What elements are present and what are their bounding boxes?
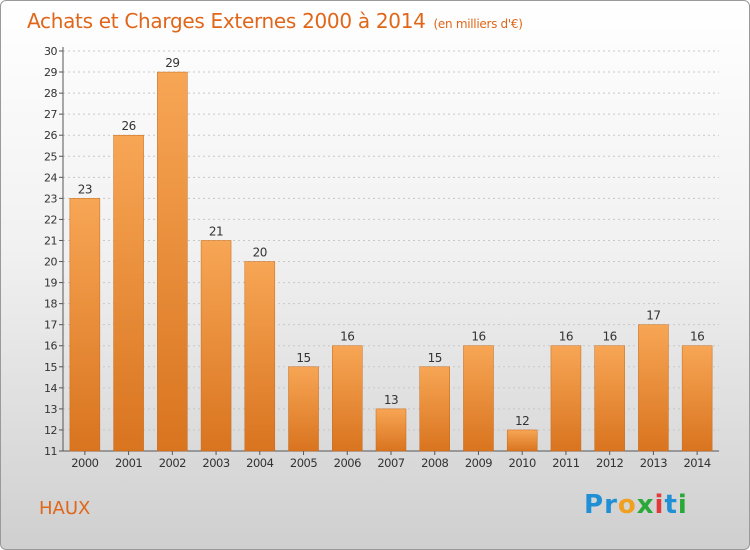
data-label-2014: 16	[690, 330, 704, 344]
data-label-2007: 13	[384, 393, 398, 407]
bar-2013	[638, 324, 669, 452]
chart-title: Achats et Charges Externes 2000 à 2014 (e…	[27, 9, 523, 33]
commune-name: HAUX	[39, 498, 91, 519]
data-label-2010: 12	[515, 414, 529, 428]
logo-letter: r	[604, 490, 618, 520]
y-tick-label: 24	[44, 171, 57, 184]
y-tick-label: 11	[44, 445, 57, 458]
y-tick-label: 21	[44, 234, 57, 247]
x-tick-labels: 2000 2001 2002 2003 2004 2005 2006 2007 2008 2009…	[71, 456, 711, 470]
x-tick-label: 2004	[246, 456, 273, 470]
chart-title-text: Achats et Charges Externes 2000 à 2014	[27, 9, 426, 33]
x-tick-label: 2006	[334, 456, 361, 470]
bar-2012	[594, 345, 625, 452]
data-label-2009: 16	[471, 330, 485, 344]
y-tick-label: 14	[44, 382, 57, 395]
logo-letter: t	[664, 490, 678, 520]
bar-2001	[113, 134, 144, 452]
y-tick-label: 29	[44, 66, 57, 79]
logo-letter: i	[654, 490, 665, 520]
data-labels: 23 26 29 21 20 15 16 13 15 16 12 16 16 17 16	[78, 56, 705, 428]
y-tick-label: 19	[44, 277, 57, 290]
y-tick-label: 20	[44, 256, 57, 269]
y-tick-label: 18	[44, 298, 57, 311]
data-label-2006: 16	[340, 330, 354, 344]
bar-2009	[463, 345, 494, 452]
x-tick-label: 2010	[509, 456, 536, 470]
x-tick-label: 2013	[640, 456, 667, 470]
data-label-2008: 15	[428, 351, 442, 365]
bar-2000	[69, 198, 101, 452]
bar-2006	[332, 345, 363, 452]
chart-title-unit: (en milliers d'€)	[433, 17, 523, 31]
logo-letter: P	[584, 490, 605, 520]
bar-2004	[244, 261, 276, 452]
y-tick-label: 26	[44, 129, 57, 142]
data-label-2012: 16	[603, 330, 617, 344]
y-tick-labels: 11 12 13 14 15 16 17 18 19 20 21 22 23 24 25 26 27 28 29 30	[44, 45, 58, 458]
bar-2002	[157, 71, 188, 452]
bar-2011	[550, 345, 582, 452]
y-tick-label: 15	[44, 361, 57, 374]
data-label-2000: 23	[78, 182, 92, 196]
data-label-2001: 26	[121, 119, 135, 133]
bars	[69, 71, 713, 452]
x-tick-label: 2003	[202, 456, 229, 470]
y-tick-label: 25	[44, 150, 57, 163]
proxiti-logo[interactable]: Proxiti	[584, 490, 688, 520]
y-tick-label: 16	[44, 340, 57, 353]
x-tick-label: 2014	[683, 456, 710, 470]
x-tick-label: 2007	[377, 456, 404, 470]
bar-2003	[200, 240, 232, 452]
data-label-2011: 16	[559, 330, 573, 344]
y-tick-label: 17	[44, 319, 57, 332]
data-label-2003: 21	[209, 224, 223, 238]
bar-2008	[419, 366, 450, 452]
data-label-2005: 15	[296, 351, 310, 365]
y-tick-label: 28	[44, 87, 57, 100]
y-tick-label: 27	[44, 108, 57, 121]
logo-letter: o	[617, 490, 637, 520]
x-tick-label: 2001	[115, 456, 142, 470]
logo-letter: x	[636, 490, 655, 520]
x-tick-label: 2009	[465, 456, 492, 470]
y-tick-label: 23	[44, 192, 57, 205]
data-label-2004: 20	[253, 246, 267, 260]
data-label-2013: 17	[646, 309, 660, 323]
bar-2005	[288, 366, 319, 452]
bar-2010	[506, 429, 538, 452]
bar-2007	[375, 408, 407, 452]
bar-2014	[681, 345, 713, 452]
y-tick-label: 22	[44, 213, 57, 226]
y-tick-label: 30	[44, 45, 57, 58]
data-label-2002: 29	[165, 56, 179, 70]
x-tick-label: 2002	[159, 456, 186, 470]
logo-letter: i	[677, 490, 688, 520]
x-tick-label: 2000	[71, 456, 98, 470]
y-tick-label: 13	[44, 403, 57, 416]
x-tick-label: 2012	[596, 456, 623, 470]
y-tick-label: 12	[44, 424, 57, 437]
x-tick-label: 2011	[552, 456, 579, 470]
x-tick-label: 2008	[421, 456, 448, 470]
x-tick-label: 2005	[290, 456, 317, 470]
